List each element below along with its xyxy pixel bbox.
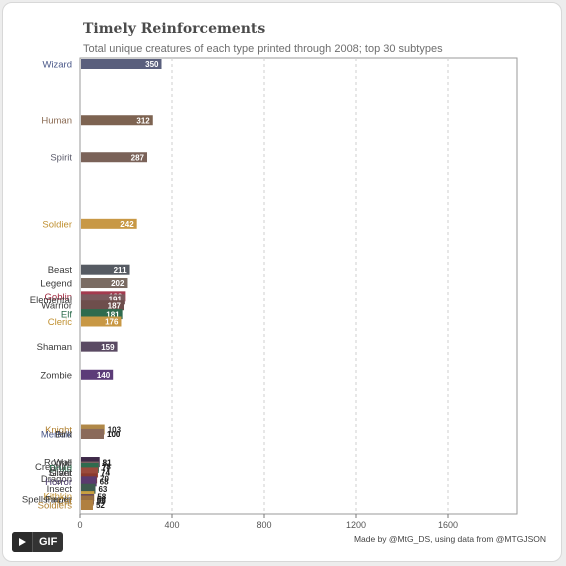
category-label: Shaman bbox=[37, 342, 72, 353]
bar bbox=[81, 59, 162, 69]
bar bbox=[81, 294, 125, 305]
value-label: 74 bbox=[101, 469, 110, 478]
category-label: Human bbox=[41, 116, 72, 127]
category-label: Spirit bbox=[50, 153, 72, 164]
category-label: Bird bbox=[55, 429, 72, 440]
category-label: Dragon bbox=[41, 474, 72, 485]
value-label: 181 bbox=[106, 310, 120, 319]
value-label: 77 bbox=[102, 464, 111, 473]
value-label: 100 bbox=[107, 430, 121, 439]
value-label: 140 bbox=[97, 371, 111, 380]
category-label: Beast bbox=[48, 265, 73, 276]
x-tick-label: 1200 bbox=[346, 520, 366, 530]
category-label: Cat bbox=[57, 496, 72, 507]
category-label: Knight bbox=[45, 425, 72, 436]
bar bbox=[81, 483, 96, 494]
value-label: 58 bbox=[97, 492, 106, 501]
bar bbox=[81, 218, 137, 229]
value-label: 68 bbox=[100, 478, 109, 487]
x-tick-label: 800 bbox=[256, 520, 271, 530]
category-label: Elf bbox=[61, 310, 72, 321]
category-label: Zombie bbox=[40, 370, 72, 381]
value-label: 191 bbox=[109, 295, 123, 304]
value-label: 312 bbox=[136, 116, 150, 125]
value-label: 350 bbox=[145, 60, 159, 69]
credit-text: Made by @MtG_DS, using data from @MTGJSO… bbox=[353, 534, 546, 544]
category-label: Horror bbox=[45, 477, 72, 488]
category-label: Soldiers bbox=[38, 501, 73, 512]
category-label: Giant bbox=[49, 468, 72, 479]
value-label: 81 bbox=[103, 458, 112, 467]
value-label: 176 bbox=[105, 318, 119, 327]
category-label: Sliver bbox=[48, 468, 72, 479]
value-label: 242 bbox=[120, 220, 134, 229]
category-label: Creature bbox=[35, 462, 72, 473]
bar bbox=[81, 300, 125, 311]
x-tick-label: 0 bbox=[77, 520, 82, 530]
category-label: Wizard bbox=[42, 60, 72, 71]
value-label: 287 bbox=[131, 153, 145, 162]
bar bbox=[81, 500, 93, 510]
category-label: Faerie bbox=[45, 495, 72, 506]
chart-subtitle: Total unique creatures of each type prin… bbox=[83, 43, 443, 55]
gif-button[interactable]: GIF bbox=[12, 532, 64, 552]
value-label: 202 bbox=[111, 279, 125, 288]
category-label: Spellshaper bbox=[22, 495, 72, 506]
value-label: 78 bbox=[102, 463, 111, 472]
value-label: 56 bbox=[97, 495, 106, 504]
bar bbox=[81, 467, 99, 478]
value-label: 100 bbox=[107, 430, 121, 439]
bar bbox=[81, 278, 128, 289]
bar bbox=[81, 369, 114, 380]
category-label: Goblin bbox=[45, 292, 72, 303]
plot-frame bbox=[79, 57, 518, 515]
value-label: 211 bbox=[114, 266, 127, 275]
x-tick-label: 400 bbox=[164, 520, 179, 530]
bar bbox=[81, 316, 122, 327]
category-label: Insect bbox=[47, 484, 73, 495]
bar bbox=[81, 309, 123, 320]
category-label: Rogue bbox=[44, 458, 72, 469]
value-label: 63 bbox=[98, 485, 107, 494]
gif-label: GIF bbox=[39, 536, 58, 548]
bar bbox=[81, 264, 130, 275]
bar bbox=[81, 341, 118, 352]
value-label: 56 bbox=[97, 495, 106, 504]
bar bbox=[81, 428, 104, 439]
bar bbox=[81, 476, 97, 487]
value-label: 159 bbox=[101, 343, 115, 352]
category-label: Legend bbox=[40, 279, 72, 290]
value-label: 81 bbox=[103, 458, 112, 467]
bar bbox=[81, 152, 148, 163]
value-label: 70 bbox=[100, 475, 109, 484]
x-tick-label: 1600 bbox=[438, 520, 458, 530]
category-label: Cleric bbox=[48, 317, 73, 328]
category-label: Soldier bbox=[42, 219, 72, 230]
value-label: 187 bbox=[108, 301, 122, 310]
category-label: Wall bbox=[54, 458, 72, 469]
value-label: 52 bbox=[96, 501, 105, 510]
category-label: Warrior bbox=[41, 301, 72, 312]
category-label: Druid bbox=[49, 464, 72, 475]
category-label: Kithkin bbox=[43, 492, 72, 503]
chart-title: Timely Reinforcements bbox=[83, 21, 266, 37]
play-icon bbox=[12, 532, 33, 552]
value-label: 55 bbox=[97, 497, 106, 506]
category-label: Merfolk bbox=[41, 429, 72, 440]
category-label: Elemental bbox=[30, 295, 72, 306]
value-label: 74 bbox=[101, 469, 110, 478]
bar bbox=[81, 115, 153, 126]
value-label: 103 bbox=[108, 426, 122, 435]
